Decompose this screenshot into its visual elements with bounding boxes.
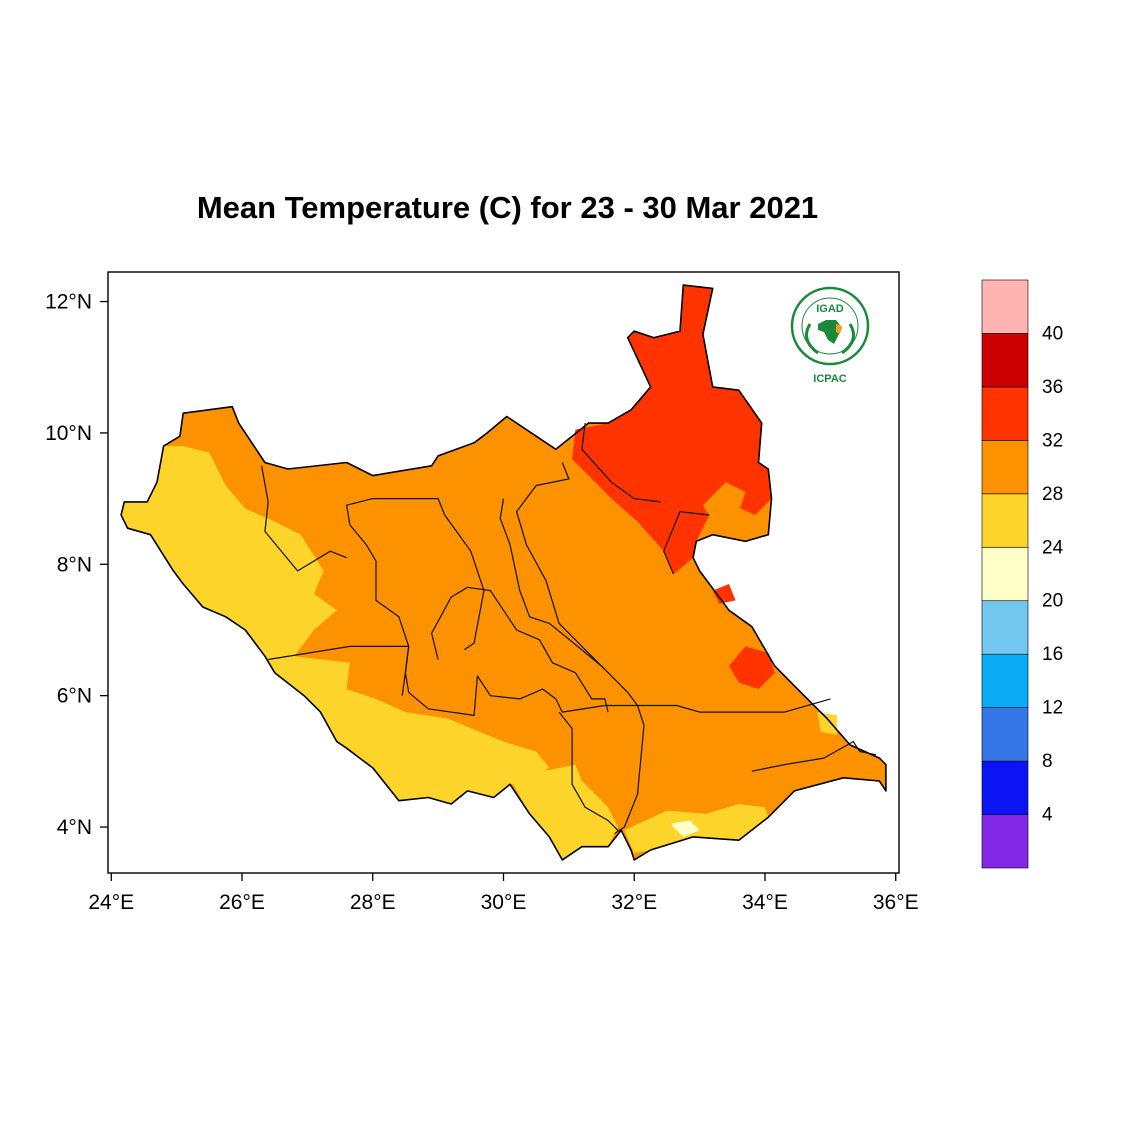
- temperature-field: [121, 285, 886, 860]
- colorbar-label: 8: [1042, 751, 1053, 772]
- colorbar-label: 36: [1042, 377, 1063, 398]
- colorbar-label: 24: [1042, 537, 1064, 558]
- state-boundary-3: [268, 645, 409, 661]
- state-boundary-5: [431, 586, 609, 713]
- state-boundaries: [261, 423, 877, 835]
- state-boundary-8: [515, 462, 606, 670]
- laurel-icon: [804, 323, 856, 355]
- x-tick-label: 34°E: [742, 891, 788, 914]
- x-tick-label: 32°E: [611, 891, 657, 914]
- y-tick-label: 12°N: [45, 291, 92, 314]
- state-boundary-4: [404, 646, 520, 717]
- colorbar-swatch: [981, 333, 1029, 388]
- state-boundary-11: [663, 511, 710, 575]
- state-boundary-7: [499, 498, 638, 706]
- colorbar-swatch: [981, 653, 1029, 708]
- colorbar-label: 40: [1042, 323, 1063, 344]
- colorbar-label: 32: [1042, 430, 1063, 451]
- colorbar-label: 12: [1042, 698, 1063, 719]
- x-axis: 24°E 26°E 28°E 30°E 32°E 34°E 36°E: [88, 873, 919, 914]
- colorbar-label: 20: [1042, 591, 1063, 612]
- country-border: [120, 284, 887, 861]
- colorbar-swatch: [981, 493, 1029, 548]
- x-tick-label: 28°E: [350, 891, 396, 914]
- colorbar-swatch: [981, 707, 1029, 762]
- colorbar-swatch: [981, 440, 1029, 495]
- logo-top-text: IGAD: [816, 303, 844, 315]
- colorbar: 4 8 12 16 20 24 28 32 36 40: [981, 279, 1064, 869]
- state-boundary-12: [581, 423, 661, 503]
- region-northeast-orange-gap: [702, 482, 746, 522]
- state-boundary-10: [614, 705, 645, 835]
- logo-bottom-text: ICPAC: [813, 373, 846, 385]
- y-tick-label: 10°N: [45, 422, 92, 445]
- state-boundary-1: [346, 498, 485, 651]
- region-east-red-blob: [729, 646, 775, 690]
- colorbar-swatch: [981, 546, 1029, 602]
- x-tick-label: 30°E: [481, 891, 527, 914]
- colorbar-swatch: [981, 760, 1029, 815]
- colorbar-label: 16: [1042, 644, 1063, 665]
- colorbar-swatch: [981, 600, 1029, 655]
- colorbar-label: 28: [1042, 484, 1063, 505]
- colorbar-label: 4: [1042, 805, 1053, 826]
- y-tick-label: 8°N: [57, 553, 92, 576]
- y-tick-label: 6°N: [57, 685, 92, 708]
- x-tick-label: 26°E: [219, 891, 265, 914]
- region-western-yellow: [121, 446, 550, 804]
- y-axis: 4°N 6°N 8°N 10°N 12°N: [45, 291, 108, 839]
- y-tick-label: 4°N: [57, 816, 92, 839]
- country-outline: [120, 284, 887, 861]
- icpac-logo: IGAD ICPAC: [790, 286, 870, 385]
- map-title: Mean Temperature (C) for 23 - 30 Mar 202…: [196, 190, 819, 225]
- state-boundary-0: [261, 465, 347, 572]
- colorbar-swatch: [981, 279, 1029, 334]
- region-northeast-red: [572, 285, 772, 575]
- region-south-yellow: [513, 764, 618, 860]
- region-east-red-blob-2: [712, 584, 736, 604]
- colorbar-swatch: [981, 386, 1029, 441]
- x-tick-label: 36°E: [873, 891, 919, 914]
- x-tick-label: 24°E: [88, 891, 134, 914]
- state-boundary-13: [751, 740, 877, 772]
- region-pale-patch: [670, 820, 700, 837]
- state-boundary-9: [558, 711, 619, 831]
- region-kapoeta-yellow: [817, 712, 837, 736]
- colorbar-swatch: [981, 814, 1029, 869]
